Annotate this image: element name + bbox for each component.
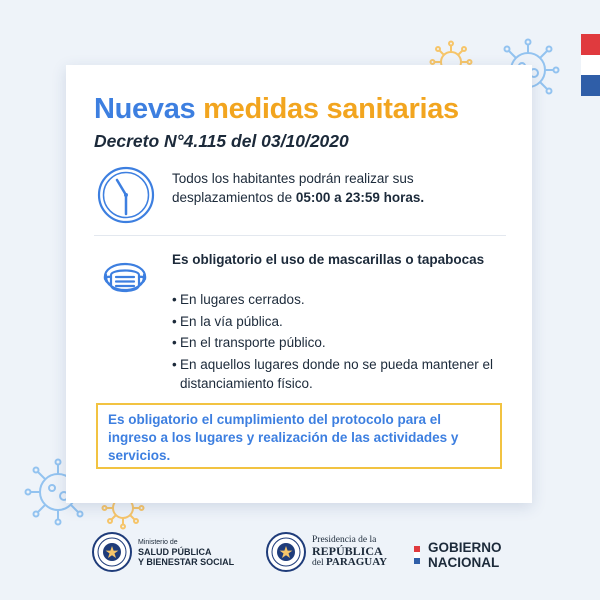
presidencia-logo: Presidencia de la REPÚBLICA del PARAGUAY bbox=[266, 532, 387, 572]
mobility-hours-text: Todos los habitantes podrán realizar sus… bbox=[172, 169, 512, 207]
list-item-text: En lugares cerrados. bbox=[180, 292, 305, 307]
mask-places-list: • En lugares cerrados. • En la vía pública… bbox=[172, 290, 512, 395]
mobility-hours: 05:00 a 23:59 horas. bbox=[295, 190, 425, 205]
msp-line-1: Ministerio de bbox=[138, 538, 178, 546]
title-part-2: medidas sanitarias bbox=[203, 93, 459, 125]
presidencia-line-2: REPÚBLICA bbox=[312, 544, 383, 558]
list-item-text: En el transporte público. bbox=[180, 335, 326, 350]
footer-logos: Ministerio de SALUD PÚBLICA Y BIENESTAR … bbox=[0, 520, 600, 600]
list-item: • En lugares cerrados. bbox=[172, 292, 305, 307]
list-item: • En la vía pública. bbox=[172, 313, 283, 329]
msp-line-3: Y BIENESTAR SOCIAL bbox=[138, 556, 235, 567]
list-item-text: En aquellos lugares donde no se pueda ma… bbox=[180, 356, 493, 391]
mask-mandate-heading: Es obligatorio el uso de mascarillas o t… bbox=[172, 252, 485, 267]
list-item: • En el transporte público. bbox=[172, 335, 326, 350]
gobierno-flag-icon bbox=[414, 546, 420, 564]
section-divider bbox=[94, 235, 506, 236]
list-item-text: En la vía pública. bbox=[180, 313, 283, 329]
msp-logo: Ministerio de SALUD PÚBLICA Y BIENESTAR … bbox=[92, 532, 234, 572]
presidencia-line-3: del PARAGUAY bbox=[312, 556, 388, 569]
title-part-1: Nuevas bbox=[94, 93, 196, 125]
gobierno-line-1: GOBIERNO bbox=[428, 540, 502, 555]
info-card: Nuevas medidas sanitarias Decreto N°4.11… bbox=[66, 65, 532, 503]
msp-line-2: SALUD PÚBLICA bbox=[138, 546, 212, 557]
mobility-text: Todos los habitantes podrán realizar sus… bbox=[172, 171, 414, 205]
face-mask-icon bbox=[103, 262, 147, 293]
national-seal-icon bbox=[266, 532, 306, 572]
decree-subtitle: Decreto N°4.115 del 03/10/2020 bbox=[94, 131, 349, 151]
protocol-notice: Es obligatorio el cumplimiento del proto… bbox=[96, 403, 502, 469]
gobierno-nacional-logo: GOBIERNO NACIONAL bbox=[414, 540, 502, 570]
national-seal-icon bbox=[92, 532, 132, 572]
gobierno-line-2: NACIONAL bbox=[428, 555, 500, 570]
list-item: • En aquellos lugares donde no se pueda m… bbox=[172, 355, 512, 393]
paraguay-flag bbox=[581, 34, 600, 96]
clock-icon bbox=[97, 166, 155, 224]
presidencia-line-1: Presidencia de la bbox=[312, 535, 377, 545]
page-title: Nuevas medidas sanitarias bbox=[94, 93, 459, 126]
